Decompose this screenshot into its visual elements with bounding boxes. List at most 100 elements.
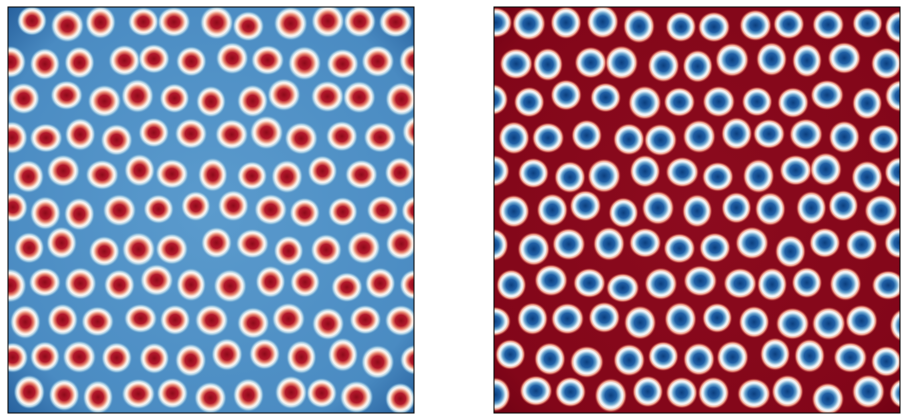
spot xyxy=(613,123,645,156)
spot xyxy=(499,48,533,80)
spot xyxy=(176,267,207,302)
spot xyxy=(870,345,900,377)
spot xyxy=(665,11,697,43)
spot xyxy=(138,117,170,148)
spot xyxy=(884,156,900,188)
spot xyxy=(361,45,395,78)
spot xyxy=(103,269,136,301)
spot xyxy=(606,273,640,303)
spot xyxy=(613,343,646,377)
spot xyxy=(236,307,270,340)
spot xyxy=(498,194,530,228)
spot xyxy=(236,161,268,191)
spot xyxy=(46,226,78,260)
spot xyxy=(594,378,627,413)
spot xyxy=(232,378,264,412)
spot xyxy=(593,226,625,261)
spot xyxy=(254,193,288,226)
spot xyxy=(8,82,40,115)
spot xyxy=(64,117,96,151)
spot xyxy=(494,83,509,116)
spot xyxy=(682,49,713,83)
spot xyxy=(385,82,414,117)
spot xyxy=(512,7,546,41)
spot xyxy=(663,233,696,264)
spot xyxy=(699,232,731,263)
spot xyxy=(289,266,321,298)
spot xyxy=(644,267,678,300)
spot xyxy=(311,7,345,38)
spot xyxy=(682,194,713,228)
spot xyxy=(401,195,414,226)
spot xyxy=(629,154,661,188)
spot xyxy=(211,338,243,371)
spot xyxy=(811,382,845,413)
spot xyxy=(721,192,752,224)
spot xyxy=(286,340,317,375)
spot xyxy=(194,381,227,413)
spot xyxy=(349,304,382,335)
spot xyxy=(248,338,281,370)
spot xyxy=(534,342,566,376)
spot xyxy=(195,85,227,118)
spot xyxy=(531,122,565,154)
panel-frame xyxy=(7,6,415,414)
spot xyxy=(82,380,114,413)
spot xyxy=(771,374,804,408)
spot xyxy=(346,230,381,265)
spot xyxy=(384,304,414,337)
spot xyxy=(775,307,810,340)
spot xyxy=(363,121,397,153)
spot xyxy=(325,120,358,152)
spot xyxy=(643,123,678,157)
spot xyxy=(532,47,564,82)
spot xyxy=(157,7,191,38)
spot xyxy=(199,7,234,40)
spot xyxy=(852,8,883,39)
spot xyxy=(845,229,878,261)
spot xyxy=(123,303,158,334)
spot xyxy=(517,157,550,189)
spot xyxy=(554,161,586,194)
spot xyxy=(330,272,363,303)
spot xyxy=(665,376,698,409)
spot xyxy=(741,86,773,117)
spot xyxy=(647,341,679,372)
spot xyxy=(8,342,29,373)
spot xyxy=(828,190,859,222)
spot xyxy=(845,304,878,337)
spot xyxy=(361,345,395,380)
spot xyxy=(311,307,345,341)
spot xyxy=(63,197,95,231)
spot xyxy=(101,342,133,374)
spot xyxy=(569,345,604,379)
spot xyxy=(779,154,812,186)
spot xyxy=(64,46,95,79)
spot xyxy=(810,79,844,111)
spot xyxy=(716,340,749,374)
spot xyxy=(121,232,156,267)
spot xyxy=(663,87,696,117)
spot xyxy=(735,226,769,260)
spot xyxy=(236,84,269,118)
spot xyxy=(777,87,809,119)
spot xyxy=(273,235,304,267)
spot xyxy=(159,83,190,114)
spot xyxy=(791,267,823,299)
spot xyxy=(554,376,587,408)
spot xyxy=(852,86,883,120)
spot xyxy=(828,120,860,154)
spot xyxy=(217,189,250,222)
spot xyxy=(50,80,83,111)
spot xyxy=(121,378,156,410)
spot xyxy=(574,46,607,79)
spot xyxy=(343,7,377,38)
spot xyxy=(213,269,247,303)
spot xyxy=(737,378,771,410)
spot xyxy=(697,11,731,43)
spot xyxy=(401,115,414,148)
spot xyxy=(29,341,61,372)
spot xyxy=(88,235,121,267)
spot xyxy=(306,377,338,409)
spot xyxy=(517,232,550,266)
